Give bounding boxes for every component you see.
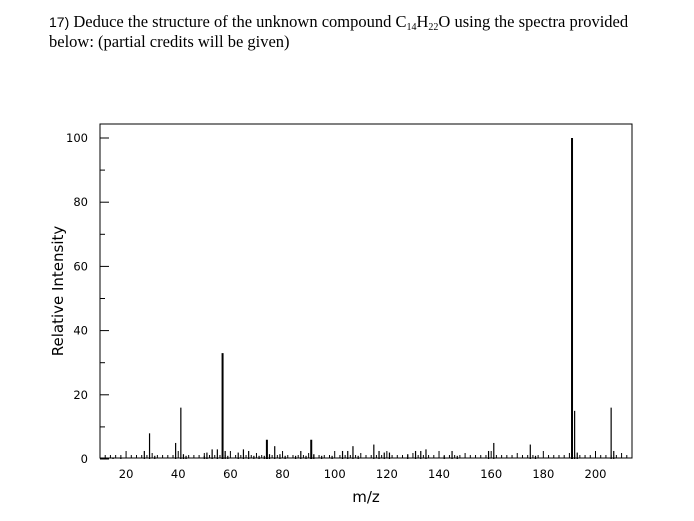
question-number: 17) [49,14,70,30]
x-axis-title: m/z [352,488,380,506]
y-tick-label: 60 [73,259,88,273]
formula-hydrogen: H [416,12,429,31]
question-text-part-2: O using the spectra provided [438,12,629,31]
y-axis: 0 20 40 60 80 100 [66,131,109,466]
x-tick-label: 40 [171,467,186,481]
formula-subscript-hydrogen: 22 [428,22,439,33]
question-text-part-1: Deduce the structure of the unknown comp… [69,12,407,31]
x-tick-label: 180 [532,467,554,481]
y-axis-title: Relative Intensity [49,226,67,357]
x-tick-label: 200 [585,467,607,481]
y-tick-label: 100 [66,131,88,145]
x-axis: 20 40 60 80 100 120 140 160 180 200 [99,451,633,481]
formula-subscript-carbon: 14 [406,22,417,33]
x-tick-label: 100 [324,467,346,481]
question-line-2: below: (partial credits will be given) [49,32,290,51]
y-tick-label: 40 [73,324,88,338]
y-tick-label: 80 [73,195,88,209]
question-line-1: 17) Deduce the structure of the unknown … [49,12,679,33]
x-tick-label: 60 [223,467,238,481]
spectrum-peaks [112,138,615,459]
x-tick-label: 140 [428,467,450,481]
x-tick-label: 120 [376,467,398,481]
question-text: 17) Deduce the structure of the unknown … [49,12,679,52]
x-tick-label: 160 [480,467,502,481]
y-tick-label: 20 [73,388,88,402]
plot-frame [99,123,633,459]
x-tick-label: 80 [275,467,290,481]
y-tick-label: 0 [81,452,88,466]
x-tick-label: 20 [119,467,134,481]
